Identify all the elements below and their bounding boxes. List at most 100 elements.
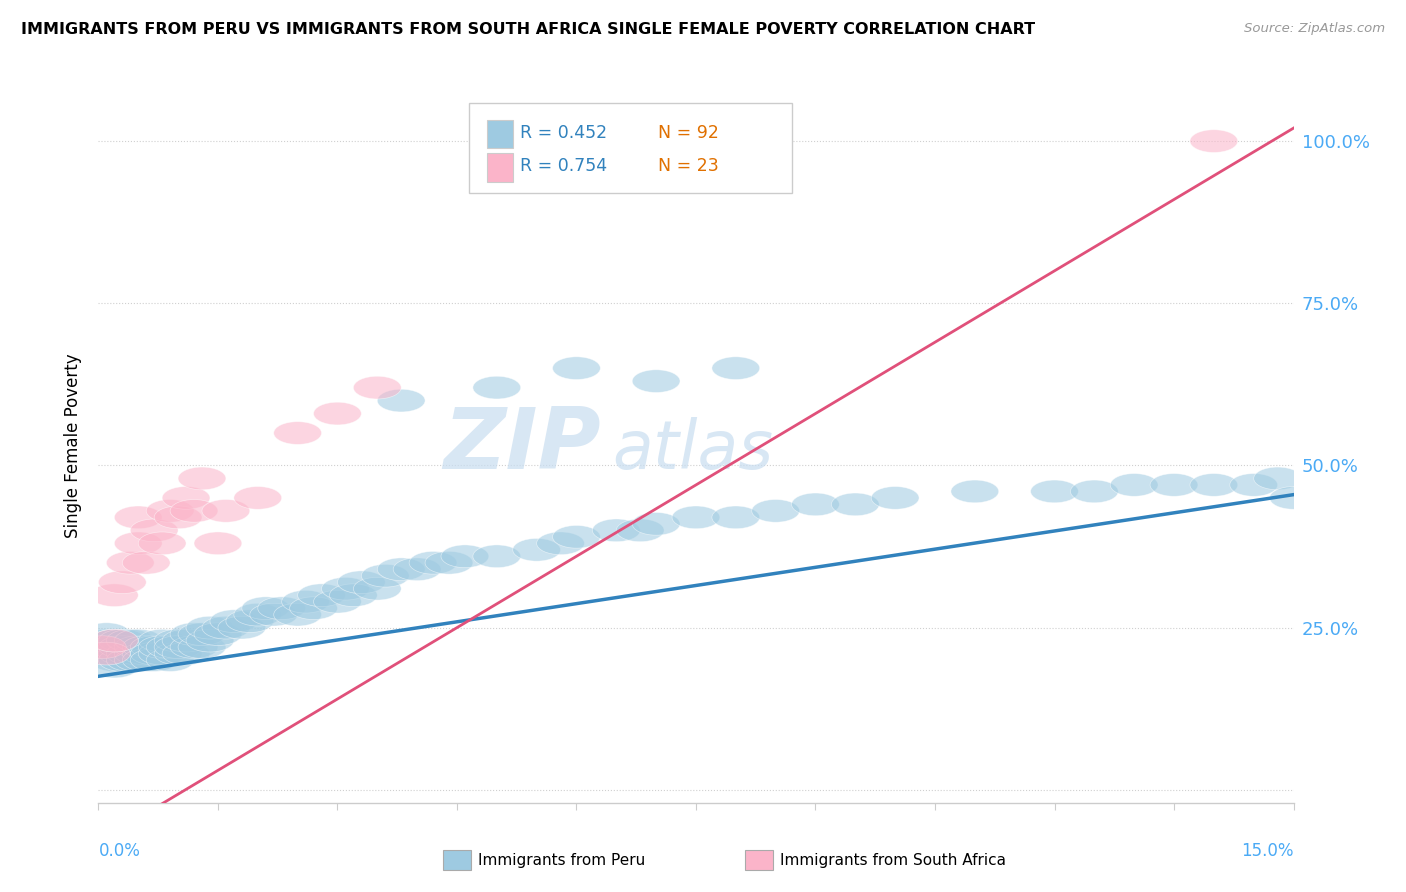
Ellipse shape [314, 591, 361, 613]
Ellipse shape [131, 636, 179, 658]
Ellipse shape [394, 558, 441, 581]
Ellipse shape [107, 642, 155, 665]
Ellipse shape [1270, 486, 1317, 509]
Ellipse shape [79, 636, 127, 658]
Text: IMMIGRANTS FROM PERU VS IMMIGRANTS FROM SOUTH AFRICA SINGLE FEMALE POVERTY CORRE: IMMIGRANTS FROM PERU VS IMMIGRANTS FROM … [21, 22, 1035, 37]
Text: R = 0.754: R = 0.754 [520, 157, 607, 175]
Ellipse shape [633, 513, 681, 535]
Text: Source: ZipAtlas.com: Source: ZipAtlas.com [1244, 22, 1385, 36]
Ellipse shape [98, 629, 146, 652]
Ellipse shape [377, 558, 425, 581]
Ellipse shape [114, 532, 162, 555]
Ellipse shape [298, 584, 346, 607]
Ellipse shape [1070, 480, 1118, 503]
Ellipse shape [226, 610, 274, 632]
Ellipse shape [170, 623, 218, 646]
Ellipse shape [138, 636, 186, 658]
Ellipse shape [250, 603, 298, 626]
Ellipse shape [98, 571, 146, 593]
Ellipse shape [792, 493, 839, 516]
Ellipse shape [186, 616, 233, 639]
Text: 0.0%: 0.0% [98, 842, 141, 860]
Ellipse shape [114, 642, 162, 665]
Ellipse shape [107, 551, 155, 574]
Ellipse shape [146, 500, 194, 522]
Ellipse shape [131, 642, 179, 665]
Ellipse shape [107, 629, 155, 652]
Text: R = 0.452: R = 0.452 [520, 125, 607, 143]
Ellipse shape [1189, 129, 1237, 153]
Ellipse shape [179, 636, 226, 658]
Ellipse shape [179, 623, 226, 646]
Ellipse shape [472, 545, 520, 567]
Ellipse shape [146, 636, 194, 658]
Ellipse shape [138, 532, 186, 555]
Ellipse shape [90, 629, 138, 652]
Ellipse shape [114, 629, 162, 652]
Ellipse shape [337, 571, 385, 593]
Text: N = 92: N = 92 [658, 125, 718, 143]
Text: Immigrants from Peru: Immigrants from Peru [478, 854, 645, 868]
Ellipse shape [79, 636, 127, 658]
Ellipse shape [242, 597, 290, 620]
Ellipse shape [155, 642, 202, 665]
Ellipse shape [83, 623, 131, 646]
Ellipse shape [90, 636, 138, 658]
Ellipse shape [537, 532, 585, 555]
Ellipse shape [83, 642, 131, 665]
Ellipse shape [83, 629, 131, 652]
Ellipse shape [83, 642, 131, 665]
Text: N = 23: N = 23 [658, 157, 718, 175]
Ellipse shape [186, 629, 233, 652]
Ellipse shape [290, 597, 337, 620]
Ellipse shape [950, 480, 998, 503]
Text: 15.0%: 15.0% [1241, 842, 1294, 860]
Ellipse shape [553, 357, 600, 379]
Ellipse shape [194, 623, 242, 646]
Ellipse shape [209, 610, 257, 632]
Ellipse shape [170, 636, 218, 658]
Ellipse shape [162, 642, 209, 665]
Ellipse shape [122, 648, 170, 672]
Ellipse shape [472, 376, 520, 399]
Ellipse shape [122, 642, 170, 665]
Ellipse shape [361, 565, 409, 587]
Ellipse shape [218, 616, 266, 639]
Ellipse shape [274, 422, 322, 444]
Ellipse shape [90, 656, 138, 678]
Ellipse shape [616, 519, 664, 541]
Ellipse shape [138, 629, 186, 652]
FancyBboxPatch shape [470, 103, 792, 193]
Ellipse shape [322, 577, 370, 600]
Ellipse shape [155, 506, 202, 529]
Ellipse shape [155, 629, 202, 652]
Ellipse shape [1254, 467, 1302, 490]
Ellipse shape [1230, 474, 1278, 496]
Ellipse shape [513, 539, 561, 561]
Ellipse shape [831, 493, 879, 516]
Ellipse shape [90, 584, 138, 607]
Ellipse shape [155, 636, 202, 658]
Ellipse shape [711, 357, 759, 379]
Ellipse shape [425, 551, 472, 574]
Ellipse shape [377, 389, 425, 412]
Ellipse shape [353, 376, 401, 399]
Ellipse shape [194, 532, 242, 555]
FancyBboxPatch shape [486, 153, 513, 182]
Ellipse shape [672, 506, 720, 529]
Ellipse shape [122, 551, 170, 574]
Ellipse shape [274, 603, 322, 626]
Ellipse shape [114, 636, 162, 658]
Y-axis label: Single Female Poverty: Single Female Poverty [65, 354, 83, 538]
Ellipse shape [441, 545, 489, 567]
Ellipse shape [122, 636, 170, 658]
Ellipse shape [162, 629, 209, 652]
Ellipse shape [553, 525, 600, 549]
Ellipse shape [633, 370, 681, 392]
Text: atlas: atlas [613, 417, 773, 483]
Ellipse shape [1111, 474, 1159, 496]
Ellipse shape [752, 500, 800, 522]
Ellipse shape [257, 597, 305, 620]
Ellipse shape [872, 486, 920, 509]
Ellipse shape [353, 577, 401, 600]
